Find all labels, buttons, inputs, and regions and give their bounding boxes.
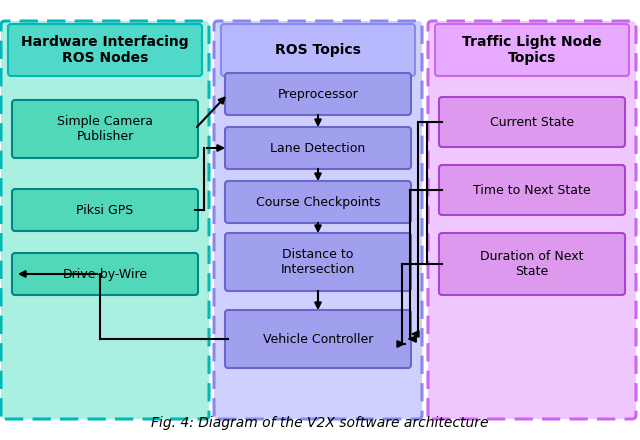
FancyBboxPatch shape: [214, 21, 422, 419]
FancyBboxPatch shape: [439, 165, 625, 215]
Text: Time to Next State: Time to Next State: [473, 183, 591, 197]
FancyBboxPatch shape: [12, 189, 198, 231]
Text: Traffic Light Node
Topics: Traffic Light Node Topics: [462, 35, 602, 65]
Text: Hardware Interfacing
ROS Nodes: Hardware Interfacing ROS Nodes: [21, 35, 189, 65]
Text: Course Checkpoints: Course Checkpoints: [256, 195, 380, 209]
FancyBboxPatch shape: [225, 127, 411, 169]
Text: Preprocessor: Preprocessor: [278, 88, 358, 100]
Text: Simple Camera
Publisher: Simple Camera Publisher: [57, 115, 153, 143]
FancyBboxPatch shape: [439, 233, 625, 295]
Text: ROS Topics: ROS Topics: [275, 43, 361, 57]
FancyBboxPatch shape: [225, 181, 411, 223]
FancyBboxPatch shape: [225, 233, 411, 291]
Text: Current State: Current State: [490, 116, 574, 128]
Text: Vehicle Controller: Vehicle Controller: [263, 333, 373, 345]
Text: Lane Detection: Lane Detection: [270, 142, 365, 154]
FancyBboxPatch shape: [221, 24, 415, 76]
FancyBboxPatch shape: [439, 97, 625, 147]
FancyBboxPatch shape: [435, 24, 629, 76]
Text: Piksi GPS: Piksi GPS: [76, 203, 134, 216]
Text: Duration of Next
State: Duration of Next State: [480, 250, 584, 278]
FancyBboxPatch shape: [428, 21, 636, 419]
FancyBboxPatch shape: [8, 24, 202, 76]
FancyBboxPatch shape: [1, 21, 209, 419]
FancyBboxPatch shape: [225, 73, 411, 115]
Text: Distance to
Intersection: Distance to Intersection: [281, 248, 355, 276]
Text: Drive-by-Wire: Drive-by-Wire: [63, 268, 148, 281]
Text: Fig. 4: Diagram of the V2X software architecture: Fig. 4: Diagram of the V2X software arch…: [151, 416, 489, 430]
FancyBboxPatch shape: [12, 100, 198, 158]
FancyBboxPatch shape: [12, 253, 198, 295]
FancyBboxPatch shape: [225, 310, 411, 368]
